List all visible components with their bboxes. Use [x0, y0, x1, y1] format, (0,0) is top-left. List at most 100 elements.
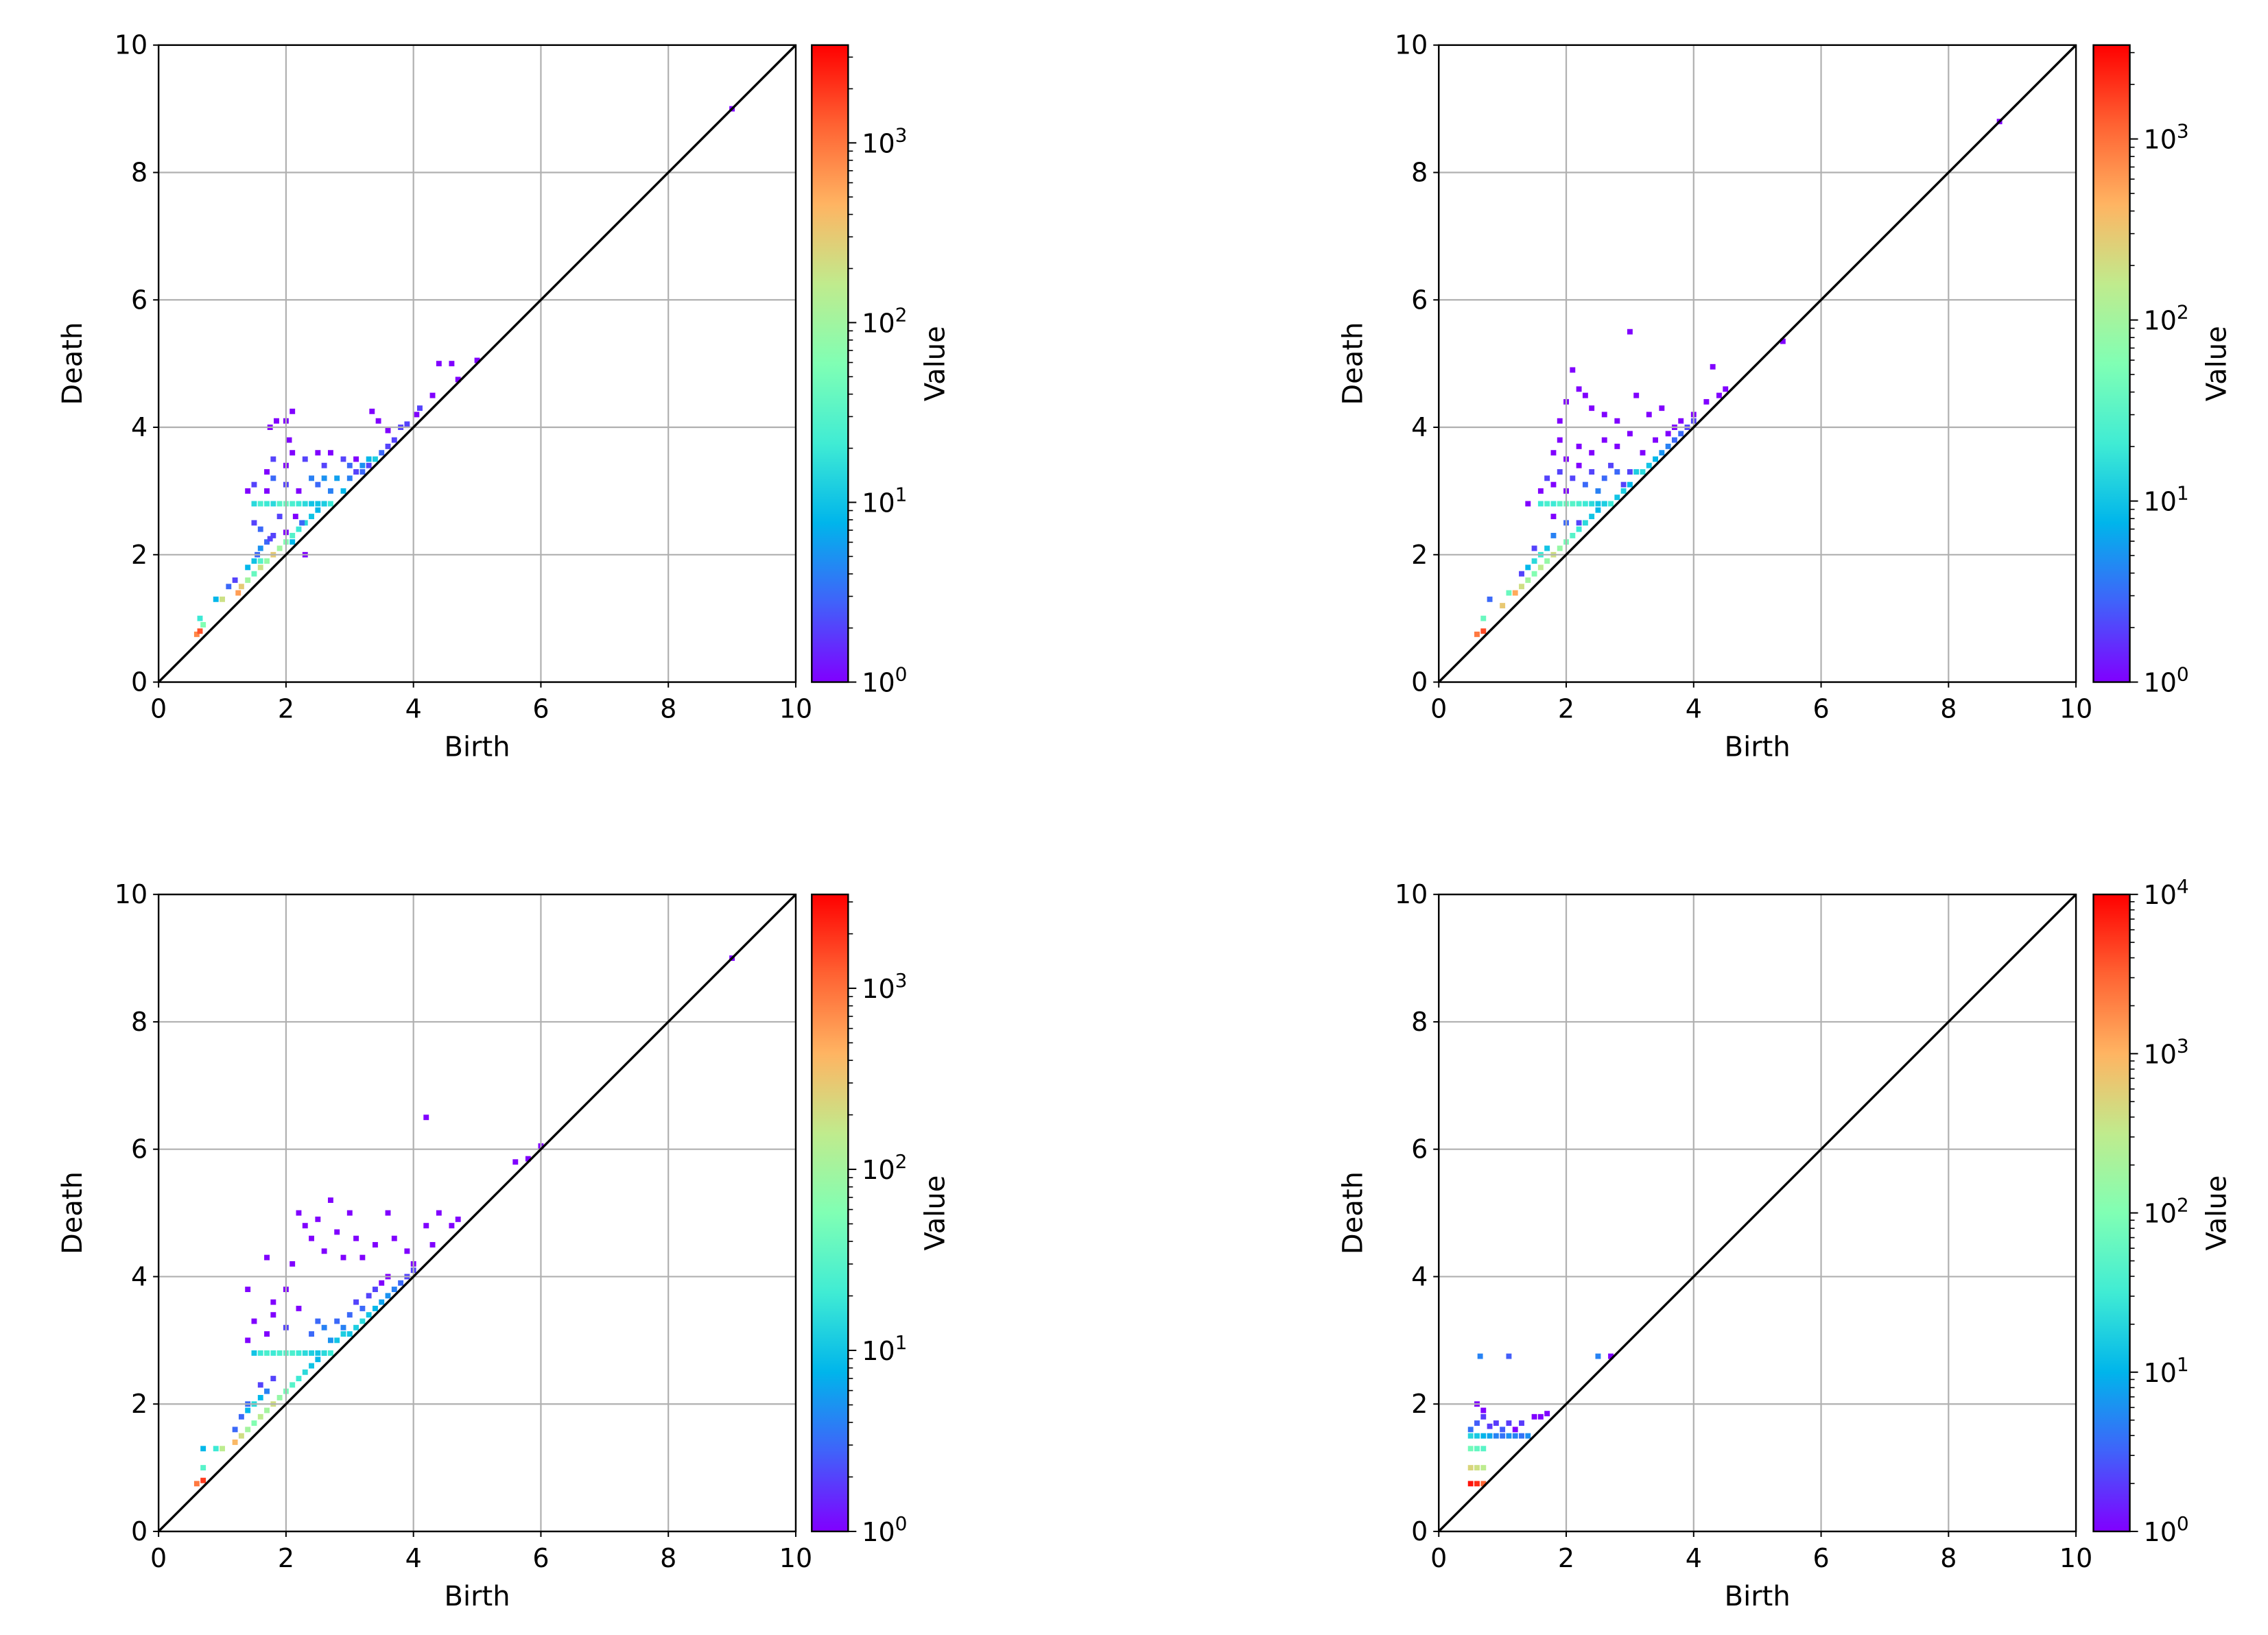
- heatmap-cell: [366, 462, 372, 468]
- colorbar-tick-label: 103: [2144, 120, 2189, 155]
- heatmap-cell: [1595, 1353, 1601, 1359]
- heatmap-cell: [264, 1350, 270, 1356]
- heatmap-cell: [1550, 450, 1557, 456]
- heatmap-cell: [1480, 615, 1487, 621]
- heatmap-cell: [226, 584, 232, 590]
- heatmap-cell: [315, 501, 321, 507]
- heatmap-cell: [309, 1331, 315, 1337]
- panel-top-right: 0 2 4 6 8 10 0 2 4 6 8 10 Birth Death 100 101 102 103…: [1337, 30, 2232, 763]
- x-tick-label: 2: [1558, 1543, 1574, 1573]
- x-axis-ticks: 0 2 4 6 8 10: [150, 1531, 812, 1573]
- heatmap-cell: [296, 526, 302, 532]
- y-tick-label: 2: [1411, 540, 1428, 570]
- heatmap-cell: [213, 596, 219, 602]
- heatmap-cell: [309, 1350, 315, 1356]
- heatmap-cell: [525, 1156, 531, 1162]
- x-axis-ticks: 0 2 4 6 8 10: [1430, 1531, 2092, 1573]
- colorbar-gradient: [2093, 894, 2130, 1531]
- heatmap-cell: [321, 501, 327, 507]
- heatmap-cell: [197, 628, 203, 634]
- colorbar-label: Value: [2201, 1175, 2233, 1251]
- heatmap-cell: [372, 1305, 378, 1311]
- heatmap-cell: [372, 1287, 378, 1292]
- heatmap-cell: [270, 1312, 276, 1318]
- heatmap-cell: [251, 501, 257, 507]
- heatmap-cell: [359, 462, 366, 468]
- heatmap-cell: [1531, 1413, 1537, 1420]
- heatmap-cell: [1480, 1407, 1487, 1413]
- y-tick-label: 0: [131, 667, 147, 697]
- heatmap-cell: [270, 456, 276, 462]
- heatmap-cell: [353, 1235, 359, 1241]
- heatmap-cell: [1653, 437, 1659, 443]
- heatmap-cell: [1723, 386, 1729, 392]
- heatmap-cell: [321, 475, 327, 481]
- heatmap-cell: [359, 469, 366, 475]
- colorbar-gradient: [812, 45, 849, 682]
- heatmap-cell: [1487, 596, 1493, 602]
- heatmap-cell: [276, 501, 283, 507]
- heatmap-cell: [512, 1159, 519, 1165]
- heatmap-cell: [270, 1350, 276, 1356]
- heatmap-cell: [1576, 501, 1582, 507]
- y-tick-label: 0: [1411, 667, 1428, 697]
- heatmap-cell: [1595, 488, 1601, 494]
- heatmap-cell: [353, 1324, 359, 1330]
- x-tick-label: 2: [278, 694, 294, 724]
- heatmap-cell: [369, 408, 375, 414]
- heatmap-cell: [193, 1481, 200, 1487]
- heatmap-cell: [238, 1413, 244, 1420]
- heatmap-cell: [379, 1280, 385, 1286]
- heatmap-cell: [423, 1223, 429, 1229]
- heatmap-cell: [1710, 363, 1716, 370]
- x-axis-label: Birth: [445, 732, 510, 763]
- heatmap-cell: [1467, 1481, 1474, 1487]
- heatmap-cell: [290, 1382, 296, 1388]
- heatmap-cell: [290, 539, 296, 545]
- heatmap-cell: [1576, 520, 1582, 526]
- heatmap-cell: [1550, 481, 1557, 488]
- colorbar-label: Value: [2201, 326, 2233, 401]
- heatmap-cell: [366, 456, 372, 462]
- x-tick-label: 10: [779, 694, 812, 724]
- colorbar: 100 101 102 103: [2092, 44, 2189, 698]
- colorbar-tick-label: 102: [2144, 301, 2189, 336]
- heatmap-cell: [379, 450, 385, 456]
- heatmap-cells: [193, 106, 735, 637]
- heatmap-cell: [200, 622, 206, 628]
- y-axis-ticks: 0 2 4 6 8 10: [115, 879, 159, 1547]
- heatmap-cell: [334, 1318, 340, 1324]
- heatmap-cell: [270, 1299, 276, 1305]
- y-tick-label: 4: [131, 1261, 147, 1291]
- x-axis-label: Birth: [1725, 1581, 1791, 1612]
- heatmap-cell: [257, 501, 263, 507]
- heatmap-cell: [1537, 488, 1544, 494]
- heatmap-cell: [1550, 514, 1557, 520]
- heatmap-cell: [1544, 558, 1550, 564]
- heatmap-cell: [264, 539, 270, 545]
- heatmap-cell: [1640, 469, 1646, 475]
- y-axis-label: Death: [1337, 1171, 1369, 1254]
- diagonal-line: [157, 44, 797, 683]
- heatmap-cell: [340, 1324, 346, 1330]
- colorbar-tick-label: 102: [862, 303, 907, 338]
- heatmap-cell: [1665, 431, 1671, 437]
- heatmap-cell: [321, 1350, 327, 1356]
- y-tick-label: 2: [1411, 1389, 1428, 1419]
- heatmap-cell: [1474, 1446, 1480, 1452]
- y-tick-label: 4: [131, 412, 147, 442]
- heatmap-cell: [372, 1242, 378, 1248]
- heatmap-cell: [1557, 501, 1563, 507]
- heatmap-cell: [1544, 545, 1550, 551]
- heatmap-cell: [232, 1439, 238, 1445]
- x-tick-label: 10: [779, 1543, 812, 1573]
- colorbar-tick-label: 102: [2144, 1194, 2189, 1229]
- heatmap-cell: [1678, 418, 1684, 424]
- heatmap-cell: [1671, 437, 1677, 443]
- heatmap-cell: [1601, 411, 1607, 418]
- heatmap-cell: [1633, 469, 1640, 475]
- heatmap-cell: [257, 1382, 263, 1388]
- diagonal-line: [157, 893, 797, 1533]
- y-tick-label: 4: [1411, 412, 1428, 442]
- heatmap-cell: [257, 1350, 263, 1356]
